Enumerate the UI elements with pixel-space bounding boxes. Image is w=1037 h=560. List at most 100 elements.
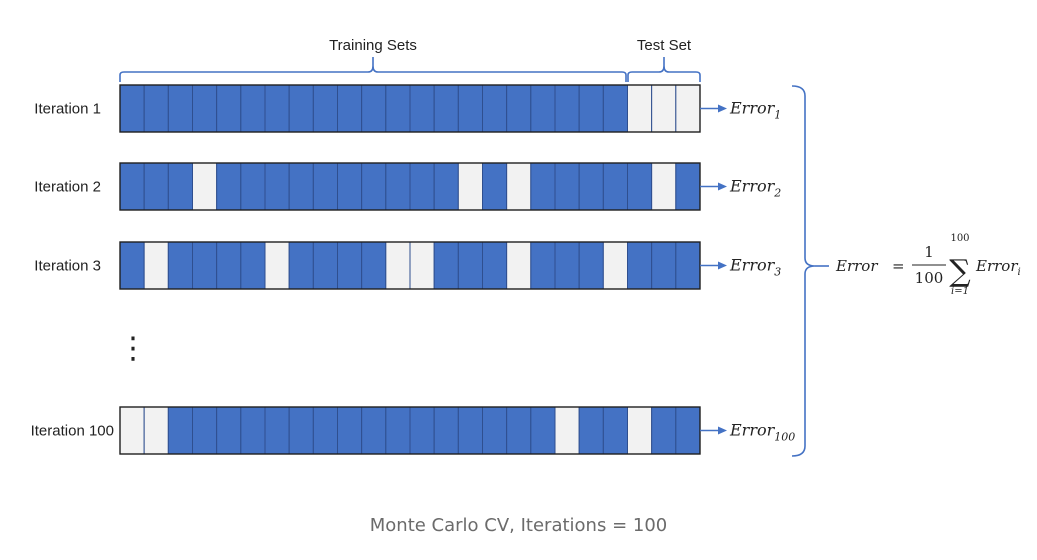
training-cell — [240, 241, 266, 290]
training-cell — [288, 84, 314, 133]
formula-sum-symbol: ∑ — [949, 254, 971, 289]
iteration-error-base: Error — [729, 256, 776, 275]
error-arrow-head — [718, 261, 727, 270]
training-cell — [264, 162, 290, 211]
training-cell — [167, 162, 193, 211]
iteration-error-sub: 1 — [774, 109, 781, 122]
iteration-error-sub: 100 — [774, 431, 795, 444]
test-cell — [119, 406, 145, 455]
training-cell — [337, 241, 363, 290]
formula-term-base: Error — [975, 257, 1018, 275]
error-arrow-head — [718, 104, 727, 113]
training-cell — [361, 241, 387, 290]
training-sets-header: Training Sets — [329, 37, 417, 54]
test-set-brace — [627, 57, 701, 82]
training-cell — [288, 241, 314, 290]
training-cell — [627, 162, 653, 211]
iteration-row: Iteration 3 Error3 — [34, 241, 781, 290]
ellipsis: ⋮ — [118, 331, 148, 366]
training-cell — [409, 162, 435, 211]
training-cell — [216, 162, 242, 211]
training-cell — [651, 241, 677, 290]
training-cell — [312, 84, 339, 133]
error-arrow-head — [718, 426, 727, 435]
test-cell — [385, 241, 411, 290]
iteration-label: Iteration 1 — [34, 101, 101, 118]
training-cell — [216, 406, 242, 455]
training-cell — [192, 84, 218, 133]
training-cell — [385, 406, 411, 455]
error-arrow-head — [718, 182, 727, 191]
iteration-error-sub: 3 — [774, 266, 781, 279]
training-cell — [554, 241, 580, 290]
training-cell — [578, 162, 604, 211]
iteration-label: Iteration 100 — [31, 423, 114, 440]
training-cell — [337, 162, 363, 211]
training-cell — [530, 406, 556, 455]
training-cell — [627, 241, 653, 290]
iteration-error-sub: 2 — [773, 187, 781, 200]
formula-term: Errori — [975, 257, 1021, 278]
test-cell — [409, 241, 435, 290]
error-formula: Error = 1 100 ∑ 100 i=1 Errori — [835, 233, 1021, 297]
training-cell — [167, 406, 193, 455]
training-cell — [312, 406, 339, 455]
training-cell — [457, 241, 484, 290]
test-cell — [602, 241, 628, 290]
formula-denominator: 100 — [915, 269, 944, 287]
training-cell — [240, 406, 266, 455]
training-cell — [602, 84, 628, 133]
training-cell — [602, 162, 628, 211]
training-cell — [288, 406, 314, 455]
formula-sum-lower: i=1 — [951, 286, 969, 297]
training-cell — [361, 84, 387, 133]
training-cell — [264, 406, 290, 455]
training-cell — [554, 162, 580, 211]
formula-equals: = — [892, 257, 905, 275]
training-cell — [264, 84, 290, 133]
iteration-error: Error3 — [729, 256, 781, 279]
training-cell — [119, 162, 145, 211]
training-cell — [433, 241, 459, 290]
iteration-label: Iteration 3 — [34, 258, 101, 275]
training-cell — [119, 84, 145, 133]
training-cell — [506, 406, 532, 455]
iteration-row: Iteration 2 Error2 — [34, 162, 781, 211]
test-cell — [264, 241, 290, 290]
training-cell — [167, 84, 193, 133]
training-cell — [361, 406, 387, 455]
test-cell — [627, 84, 653, 133]
training-cell — [312, 241, 339, 290]
training-cell — [482, 162, 508, 211]
test-cell — [554, 406, 580, 455]
training-cell — [361, 162, 387, 211]
iteration-error: Error2 — [729, 177, 781, 200]
test-cell — [651, 84, 677, 133]
training-cell — [506, 84, 532, 133]
training-cell — [192, 241, 218, 290]
test-cell — [627, 406, 653, 455]
test-cell — [506, 162, 532, 211]
training-cell — [337, 406, 363, 455]
training-cell — [143, 84, 169, 133]
formula-numerator: 1 — [924, 243, 934, 261]
training-cell — [240, 84, 266, 133]
test-cell — [457, 162, 484, 211]
training-cell — [216, 84, 242, 133]
training-cell — [578, 241, 604, 290]
training-cell — [675, 241, 701, 290]
iteration-error-base: Error — [729, 421, 776, 440]
training-cell — [385, 162, 411, 211]
training-cell — [312, 162, 339, 211]
iteration-row: Iteration 1 Error1 — [34, 84, 781, 133]
iteration-error: Error100 — [729, 421, 795, 444]
figure-caption: Monte Carlo CV, Iterations = 100 — [369, 515, 668, 536]
training-cell — [602, 406, 628, 455]
training-cell — [409, 406, 435, 455]
training-cell — [482, 406, 508, 455]
training-cell — [240, 162, 266, 211]
training-cell — [216, 241, 242, 290]
test-cell — [143, 241, 169, 290]
iteration-label: Iteration 2 — [34, 179, 101, 196]
